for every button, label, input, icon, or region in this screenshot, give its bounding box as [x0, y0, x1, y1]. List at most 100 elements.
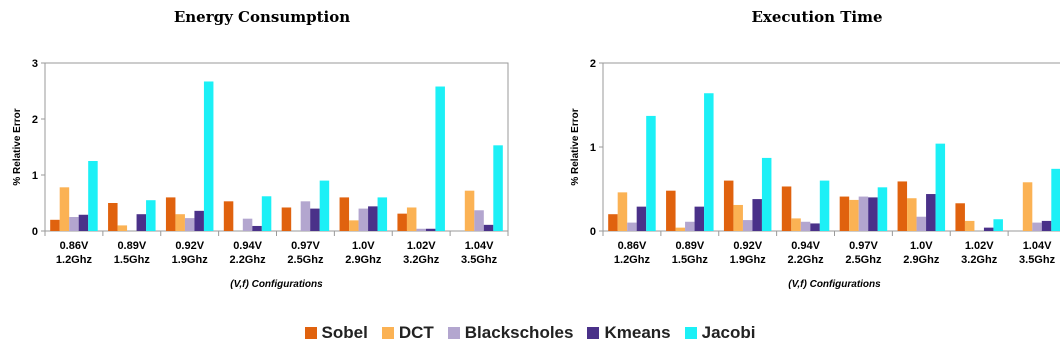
charts-canvas: Energy Consumption 0 1 2 3 % Relative Error 0.… [12, 8, 1060, 290]
bar-kmeans [310, 208, 320, 231]
bar-dct [59, 187, 70, 231]
bar-kmeans [636, 206, 647, 231]
bar-jacobi [993, 219, 1003, 231]
bar-dct [849, 199, 859, 231]
x-tick-label: 2.2Ghz [788, 254, 825, 266]
bar-sobel [108, 203, 118, 231]
x-tick-label: 3.2Ghz [961, 254, 998, 266]
bar-dct [617, 192, 628, 231]
bar-blackscholes [358, 208, 369, 231]
x-tick-label: 1.02V [965, 240, 994, 252]
bar-dct [117, 225, 128, 231]
bar-dct [406, 207, 417, 231]
x-axis-label: (V,f) Configurations [230, 279, 323, 290]
legend-label: DCT [398, 323, 434, 342]
y-tick-label: 1 [32, 170, 38, 182]
x-tick-label: 0.86V [60, 240, 89, 252]
bar-jacobi [319, 180, 330, 231]
bar-blackscholes [242, 218, 253, 231]
x-tick-label: 1.04V [1023, 240, 1052, 252]
bar-sobel [223, 201, 234, 231]
bar-blackscholes [69, 217, 79, 231]
x-tick-label: 1.02V [407, 240, 436, 252]
x-tick-label: 0.92V [733, 240, 762, 252]
x-tick-label: 2.2Ghz [230, 254, 267, 266]
bar-jacobi [493, 145, 503, 231]
bar-jacobi [704, 93, 714, 232]
bar-jacobi [819, 180, 830, 231]
bar-kmeans [252, 225, 262, 231]
x-tick-label: 0.89V [675, 240, 704, 252]
x-tick-label: 2.9Ghz [345, 254, 382, 266]
bar-sobel [50, 219, 60, 231]
chart-title: Execution Time [752, 8, 883, 26]
bar-dct [349, 220, 359, 231]
bar-kmeans [694, 206, 705, 231]
bar-jacobi [877, 187, 888, 231]
bar-sobel [723, 180, 734, 231]
x-tick-label: 2.9Ghz [903, 254, 940, 266]
bar-kmeans [752, 199, 762, 231]
bar-kmeans [1041, 220, 1052, 231]
x-tick-label: 3.5Ghz [1019, 254, 1056, 266]
chart-0: Energy Consumption 0 1 2 3 % Relative Error 0.… [12, 8, 509, 290]
legend-item-jacobi: Jacobi [684, 323, 756, 343]
legend-swatch [381, 327, 394, 339]
x-tick-label: 0.94V [233, 240, 262, 252]
bar-jacobi [261, 196, 272, 231]
bar-kmeans [425, 228, 436, 231]
bar-sobel [781, 186, 792, 231]
x-tick-label: 2.5Ghz [845, 254, 882, 266]
bar-jacobi [435, 86, 445, 232]
bar-sobel [955, 203, 965, 231]
bar-kmeans [983, 227, 994, 231]
x-tick-label: 1.04V [465, 240, 494, 252]
bar-dct [907, 198, 917, 231]
bar-blackscholes [300, 201, 311, 231]
x-tick-label: 2.5Ghz [287, 254, 324, 266]
legend-swatch [447, 327, 460, 339]
x-tick-label: 1.0V [910, 240, 933, 252]
bar-blackscholes [416, 228, 426, 231]
chart-title: Energy Consumption [174, 8, 350, 26]
y-axis-label: % Relative Error [12, 108, 23, 185]
bar-jacobi [1051, 168, 1060, 231]
bar-blackscholes [916, 216, 927, 231]
y-tick-label: 2 [32, 114, 38, 126]
bar-kmeans [136, 214, 147, 231]
y-tick-label: 2 [590, 58, 596, 70]
bar-dct [791, 218, 801, 231]
bar-blackscholes [800, 221, 811, 231]
bar-kmeans [78, 214, 89, 231]
bar-dct [1022, 182, 1033, 231]
bar-dct [675, 227, 686, 231]
y-tick-label: 3 [32, 58, 38, 70]
bar-jacobi [935, 143, 946, 231]
bar-sobel [608, 214, 618, 231]
x-tick-label: 0.94V [791, 240, 820, 252]
bar-jacobi [88, 161, 98, 231]
x-tick-label: 0.86V [618, 240, 647, 252]
x-tick-label: 1.0V [352, 240, 375, 252]
bar-kmeans [926, 194, 936, 231]
x-tick-label: 1.9Ghz [172, 254, 209, 266]
x-tick-label: 1.5Ghz [114, 254, 151, 266]
legend-label: Sobel [321, 323, 368, 342]
legend-item-blackscholes: Blackscholes [447, 323, 573, 343]
y-axis-label: % Relative Error [570, 108, 581, 185]
bar-blackscholes [685, 221, 695, 231]
legend-label: Jacobi [701, 323, 756, 342]
bar-sobel [339, 197, 350, 231]
legend-swatch [587, 327, 600, 339]
bar-dct [175, 214, 185, 231]
x-tick-label: 3.5Ghz [461, 254, 498, 266]
x-tick-label: 0.97V [291, 240, 320, 252]
legend-swatch [304, 327, 317, 339]
bar-sobel [839, 196, 850, 231]
bar-blackscholes [627, 222, 637, 231]
bar-dct [733, 204, 743, 231]
bar-kmeans [868, 197, 878, 231]
legend-swatch [684, 327, 697, 339]
x-tick-label: 1.2Ghz [614, 254, 651, 266]
y-tick-label: 0 [32, 226, 38, 238]
